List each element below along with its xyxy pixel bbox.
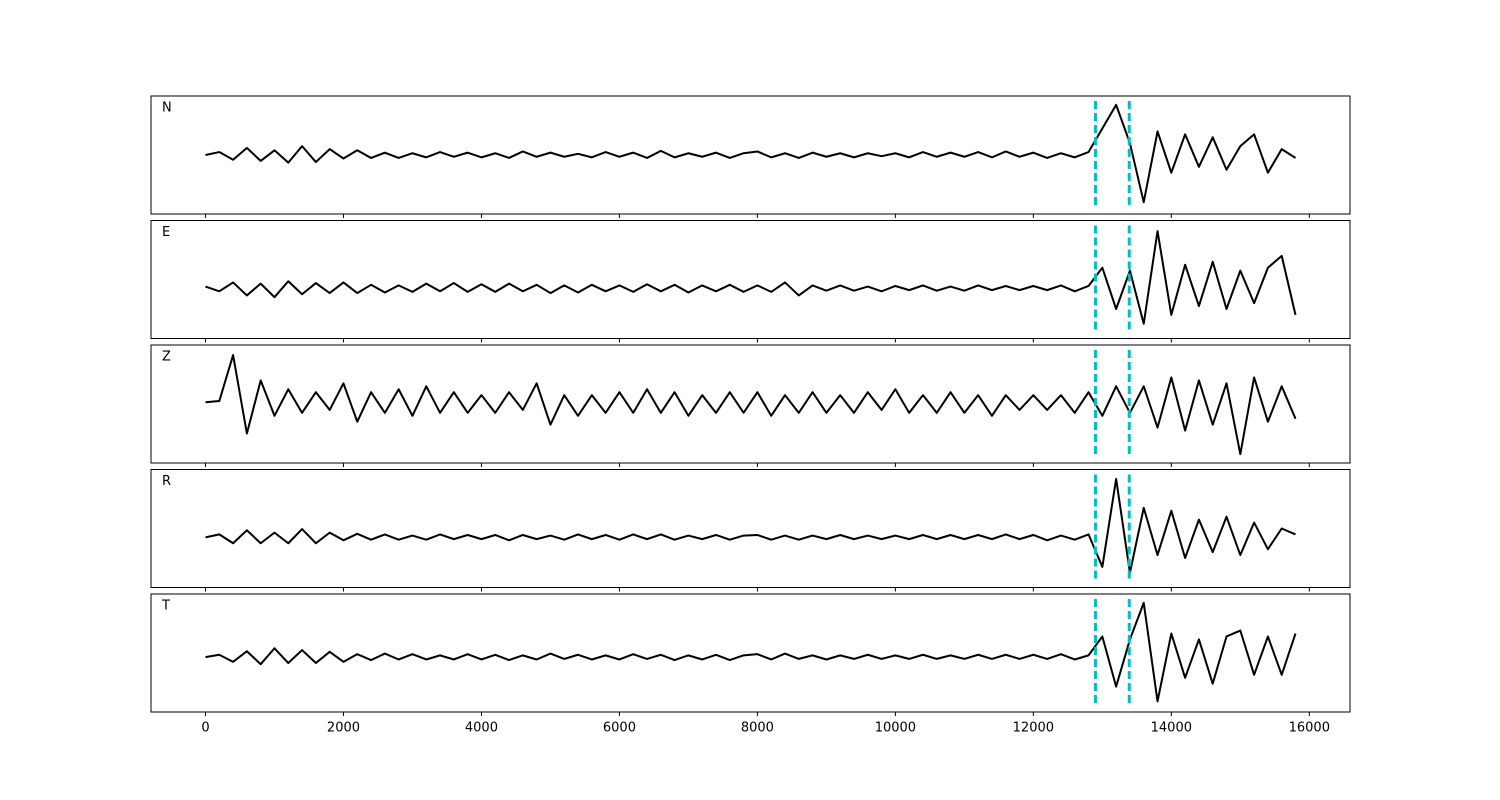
trace [205,103,1297,204]
panel-label: N [162,101,172,116]
x-tick-label: 4000 [465,721,498,736]
panel-frame [150,469,1351,588]
trace [205,354,1297,456]
panel-label: E [162,225,170,240]
x-tick-label: 16000 [1289,721,1330,736]
x-tick-label: 12000 [1013,721,1054,736]
panel-frame [150,593,1351,713]
x-tick-label: 0 [201,721,209,736]
trace [205,477,1296,574]
x-tick-label: 8000 [741,721,774,736]
x-tick-label: 2000 [327,721,360,736]
panel-label: T [161,599,170,614]
trace [205,230,1297,325]
x-tick-label: 14000 [1151,721,1192,736]
panel-label: Z [162,350,171,365]
panel-frame [150,220,1351,339]
panel-frame [150,344,1351,464]
panel-label: R [162,474,171,489]
trace [205,601,1297,703]
x-tick-label: 10000 [875,721,916,736]
panel-frame [150,95,1351,215]
x-tick-label: 6000 [603,721,636,736]
